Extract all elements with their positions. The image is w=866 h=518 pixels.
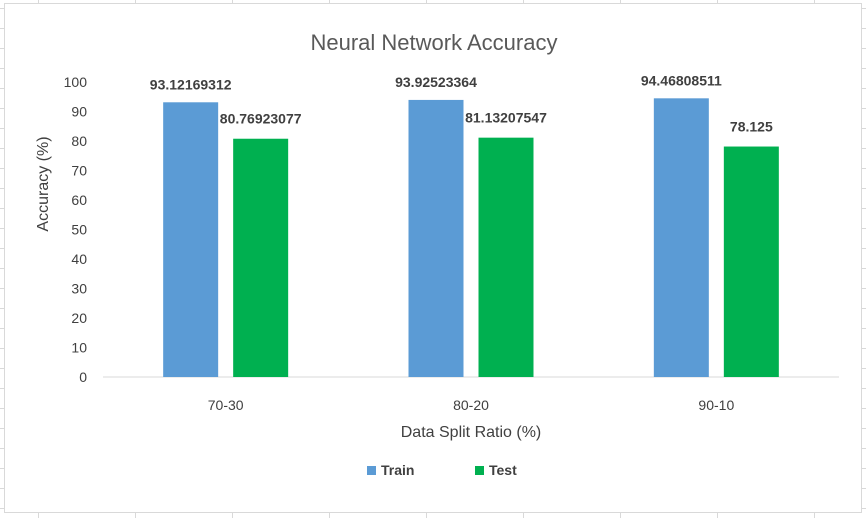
y-tick-label: 10 xyxy=(71,340,87,356)
y-tick-label: 60 xyxy=(71,192,87,208)
bar-chart: Neural Network Accuracy 0 10 20 30 40 50 60 70 8… xyxy=(35,30,839,478)
legend-label-test: Test xyxy=(489,462,517,478)
data-label-test: 78.125 xyxy=(730,119,773,135)
bar-test-80-20 xyxy=(478,137,534,377)
chart-title: Neural Network Accuracy xyxy=(311,30,558,55)
x-tick-label: 80-20 xyxy=(453,397,489,413)
legend-label-train: Train xyxy=(381,462,414,478)
y-tick-label: 30 xyxy=(71,281,87,297)
legend: Train Test xyxy=(367,462,517,478)
bar-test-90-10 xyxy=(723,146,779,377)
data-labels: 93.12169312 80.76923077 93.92523364 81.1320… xyxy=(150,72,773,134)
data-label-train: 94.46808511 xyxy=(641,72,722,88)
legend-swatch-test xyxy=(475,466,484,475)
y-tick-label: 100 xyxy=(64,74,88,90)
y-tick-label: 20 xyxy=(71,310,87,326)
bar-train-80-20 xyxy=(408,99,464,377)
x-axis-title: Data Split Ratio (%) xyxy=(401,424,542,441)
data-label-train: 93.12169312 xyxy=(150,76,232,92)
y-tick-label: 90 xyxy=(71,104,87,120)
chart-area[interactable]: Neural Network Accuracy 0 10 20 30 40 50 60 70 8… xyxy=(4,3,862,513)
data-label-test: 81.13207547 xyxy=(465,110,547,126)
x-tick-label: 90-10 xyxy=(698,397,734,413)
bar-train-70-30 xyxy=(163,102,219,377)
bar-test-70-30 xyxy=(233,138,289,377)
legend-swatch-train xyxy=(367,466,376,475)
y-tick-label: 40 xyxy=(71,251,87,267)
y-tick-label: 0 xyxy=(79,369,87,385)
y-tick-label: 70 xyxy=(71,163,87,179)
data-label-test: 80.76923077 xyxy=(220,111,302,127)
x-tick-label: 70-30 xyxy=(208,397,244,413)
bars xyxy=(163,98,779,377)
y-tick-label: 50 xyxy=(71,222,87,238)
y-tick-label: 80 xyxy=(71,133,87,149)
bar-train-90-10 xyxy=(653,98,709,377)
data-label-train: 93.92523364 xyxy=(395,74,477,90)
y-axis-title: Accuracy (%) xyxy=(35,136,52,231)
x-axis-ticks: 70-30 80-20 90-10 xyxy=(208,397,735,413)
y-axis-ticks: 0 10 20 30 40 50 60 70 80 90 100 xyxy=(64,74,88,385)
